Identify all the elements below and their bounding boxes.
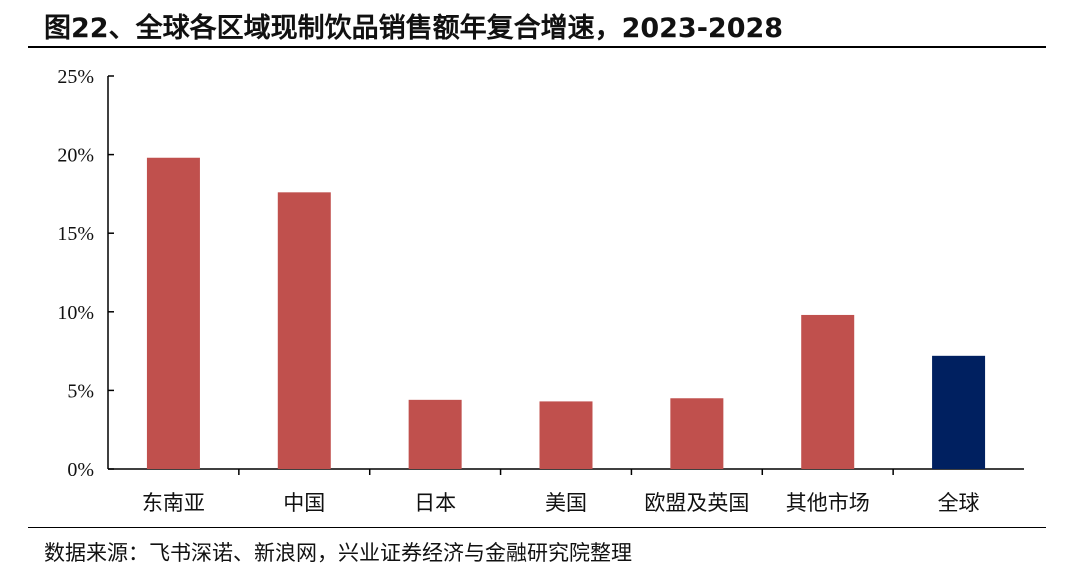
chart-title: 图22、全球各区域现制饮品销售额年复合增速，2023-2028 — [44, 13, 784, 44]
y-tick-label: 0% — [67, 459, 94, 481]
x-tick-label: 欧盟及英国 — [644, 491, 749, 515]
y-tick-label: 20% — [57, 145, 94, 167]
y-tick-label: 25% — [57, 66, 94, 88]
x-tick-label: 东南亚 — [142, 491, 205, 515]
y-tick-label: 5% — [67, 380, 94, 402]
bar — [801, 314, 855, 469]
x-tick-label: 日本 — [414, 491, 456, 515]
x-tick-label: 全球 — [938, 491, 980, 515]
bar — [670, 398, 724, 469]
title-divider — [28, 46, 1046, 48]
y-tick-label: 15% — [57, 223, 94, 245]
bar — [539, 401, 593, 469]
x-tick-label: 其他市场 — [786, 491, 870, 515]
source-note: 数据来源：飞书深诺、新浪网，兴业证券经济与金融研究院整理 — [44, 541, 632, 565]
x-tick-label: 中国 — [283, 491, 325, 515]
bar — [277, 192, 331, 469]
footer-divider — [28, 527, 1046, 528]
y-tick-label: 10% — [57, 302, 94, 324]
x-tick-label: 美国 — [545, 491, 587, 515]
bar — [408, 399, 462, 469]
bar — [932, 355, 986, 469]
bar — [146, 157, 200, 469]
